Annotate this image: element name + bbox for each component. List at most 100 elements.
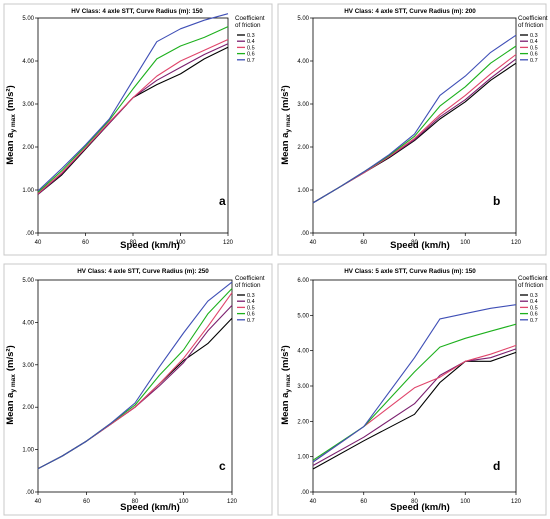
- legend-title: Coefficient: [235, 275, 265, 282]
- x-tick-label: 40: [310, 240, 317, 246]
- y-tick-label: .00: [26, 490, 35, 496]
- y-tick-label: 2.00: [297, 419, 309, 425]
- y-tick-label: 5.00: [22, 16, 34, 22]
- legend-entry: 0.5: [247, 305, 255, 311]
- series-line-0.5: [37, 38, 229, 194]
- legend-entry: 0.4: [530, 299, 538, 305]
- chart-panel-d: HV Class: 5 axle STT, Curve Radius (m): …: [277, 263, 548, 516]
- y-tick-label: 3.00: [297, 384, 309, 390]
- x-tick-label: 60: [360, 499, 367, 505]
- legend-entry: 0.3: [247, 33, 255, 39]
- series-line-0.3: [312, 351, 517, 470]
- x-tick-label: 100: [175, 240, 186, 246]
- y-axis-label: Mean ay max(m/s²): [5, 345, 17, 425]
- y-tick-label: 1.00: [22, 448, 34, 454]
- x-tick-label: 80: [132, 499, 139, 505]
- series-line-0.7: [312, 304, 517, 463]
- plot-area: [312, 17, 517, 234]
- y-tick-label: 5.00: [297, 16, 309, 22]
- panel-frame: [3, 3, 273, 256]
- y-tick-label: .00: [301, 490, 310, 496]
- y-axis-label: Mean ay max(m/s²): [5, 85, 17, 165]
- legend-entry: 0.7: [530, 318, 538, 324]
- x-tick-label: 80: [411, 240, 418, 246]
- legend-entry: 0.4: [247, 299, 255, 305]
- x-axis-label: Speed (km/h): [390, 240, 450, 251]
- plot-area: [37, 279, 233, 493]
- series-line-0.7: [37, 13, 229, 192]
- panel-letter: d: [493, 459, 500, 473]
- y-tick-label: 4.00: [22, 59, 34, 65]
- legend-title: of friction: [235, 22, 261, 29]
- x-tick-label: 40: [310, 499, 317, 505]
- x-tick-label: 120: [223, 240, 234, 246]
- x-tick-label: 100: [460, 240, 471, 246]
- series-line-0.7: [37, 281, 233, 470]
- y-tick-label: 1.00: [297, 188, 309, 194]
- x-tick-label: 120: [511, 499, 522, 505]
- y-tick-label: 5.00: [297, 313, 309, 319]
- legend-title: of friction: [518, 22, 544, 29]
- panel-frame: [3, 263, 273, 516]
- plot-area: [37, 17, 229, 234]
- legend-entry: 0.6: [530, 52, 538, 58]
- y-tick-label: 4.00: [297, 59, 309, 65]
- x-axis-label: Speed (km/h): [120, 240, 180, 251]
- legend-title: Coefficient: [518, 15, 548, 22]
- legend-entry: 0.7: [530, 58, 538, 64]
- chart-panel-c: HV Class: 4 axle STT, Curve Radius (m): …: [3, 263, 273, 516]
- y-tick-label: 3.00: [22, 102, 34, 108]
- legend-entry: 0.4: [530, 39, 538, 45]
- legend-title: of friction: [518, 282, 544, 289]
- x-tick-label: 100: [460, 499, 471, 505]
- panel-letter: a: [219, 194, 226, 208]
- legend-entry: 0.5: [530, 305, 538, 311]
- y-tick-label: 4.00: [22, 320, 34, 326]
- legend-title: Coefficient: [518, 275, 548, 282]
- legend-entry: 0.3: [530, 33, 538, 39]
- x-tick-label: 120: [227, 499, 238, 505]
- y-tick-label: 1.00: [297, 455, 309, 461]
- plot-area: [312, 279, 517, 493]
- x-axis-label: Speed (km/h): [390, 502, 450, 513]
- x-tick-label: 60: [83, 499, 90, 505]
- x-tick-label: 120: [511, 240, 522, 246]
- x-axis-label: Speed (km/h): [120, 502, 180, 513]
- series-line-0.4: [312, 348, 517, 466]
- y-tick-label: 1.00: [22, 188, 34, 194]
- x-tick-label: 40: [35, 240, 42, 246]
- y-tick-label: 6.00: [297, 278, 309, 284]
- legend-entry: 0.3: [247, 293, 255, 299]
- panel-frame: [277, 3, 547, 256]
- series-line-0.7: [312, 34, 517, 204]
- x-tick-label: 80: [130, 240, 137, 246]
- legend-entry: 0.7: [247, 318, 255, 324]
- y-tick-label: 2.00: [22, 145, 34, 151]
- y-tick-label: 5.00: [22, 278, 34, 284]
- x-tick-label: 60: [82, 240, 89, 246]
- y-tick-label: .00: [26, 231, 35, 237]
- x-tick-label: 40: [35, 499, 42, 505]
- legend-entry: 0.3: [530, 293, 538, 299]
- y-axis-label: Mean ay max(m/s²): [280, 345, 292, 425]
- y-tick-label: 3.00: [22, 363, 34, 369]
- x-tick-label: 100: [178, 499, 189, 505]
- legend-entry: 0.5: [247, 45, 255, 51]
- panel-letter: c: [219, 459, 226, 473]
- legend-entry: 0.6: [247, 52, 255, 58]
- panel-frame: [277, 263, 547, 516]
- legend-entry: 0.7: [247, 58, 255, 64]
- x-tick-label: 60: [360, 240, 367, 246]
- chart-panel-b: HV Class: 4 axle STT, Curve Radius (m): …: [277, 3, 548, 256]
- chart-panel-a: HV Class: 4 axle STT, Curve Radius (m): …: [3, 3, 273, 256]
- legend-entry: 0.5: [530, 45, 538, 51]
- legend-entry: 0.6: [530, 312, 538, 318]
- y-tick-label: 2.00: [22, 405, 34, 411]
- chart-title: HV Class: 4 axle STT, Curve Radius (m): …: [77, 268, 209, 275]
- chart-title: HV Class: 4 axle STT, Curve Radius (m): …: [71, 8, 203, 15]
- y-axis-label: Mean ay max(m/s²): [280, 85, 292, 165]
- panel-letter: b: [493, 194, 500, 208]
- legend-entry: 0.6: [247, 312, 255, 318]
- y-tick-label: .00: [301, 231, 310, 237]
